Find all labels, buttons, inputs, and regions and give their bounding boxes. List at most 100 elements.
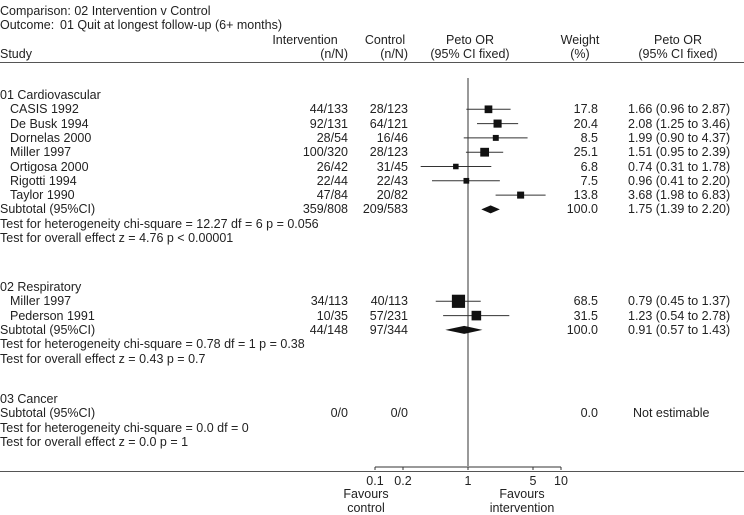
study-name: De Busk 1994	[10, 116, 89, 131]
header-or: Peto OR	[654, 33, 702, 47]
study-marker	[517, 191, 525, 199]
control-value: 57/231	[369, 308, 408, 323]
x-tick-label: 5	[529, 474, 537, 488]
study-marker	[463, 177, 470, 184]
weight-value: 13.8	[573, 188, 598, 203]
heterogeneity-test: Test for heterogeneity chi-square = 0.0 …	[0, 420, 249, 435]
or-value: 3.68 (1.98 to 6.83)	[628, 188, 731, 203]
subtotal-diamond	[481, 205, 500, 214]
subtotal-label: Subtotal (95%CI)	[0, 322, 96, 337]
overall-effect-test: Test for overall effect z = 0.0 p = 1	[0, 434, 189, 449]
control-value: 22/43	[376, 173, 408, 188]
or-value: 2.08 (1.25 to 3.46)	[628, 116, 731, 131]
control-value: 16/46	[376, 130, 408, 145]
intervention-value: 44/133	[309, 102, 348, 117]
intervention-value: 100/320	[302, 145, 348, 160]
weight-value: 17.8	[573, 102, 598, 117]
study-name: Miller 1997	[10, 145, 72, 160]
intervention-value: 28/54	[316, 130, 348, 145]
weight-value: 7.5	[580, 173, 598, 188]
overall-effect-test: Test for overall effect z = 0.43 p = 0.7	[0, 351, 206, 366]
header-or-sub: (95% CI fixed)	[638, 47, 718, 61]
or-value: 1.23 (0.54 to 2.78)	[628, 308, 731, 323]
intervention-value: 47/84	[316, 188, 348, 203]
control-value: 20/82	[376, 188, 408, 203]
header-intervention-sub: (n/N)	[320, 47, 348, 61]
favours-right-line1: Favours	[499, 487, 545, 501]
header-intervention: Intervention	[272, 33, 338, 47]
subtotal-intervention: 0/0	[330, 406, 348, 421]
outcome-title: 01 Quit at longest follow-up (6+ months)	[60, 18, 282, 32]
subtotal-diamond	[445, 325, 483, 334]
group-title: 03 Cancer	[0, 392, 58, 406]
study-name: Pederson 1991	[10, 308, 95, 323]
heterogeneity-test: Test for heterogeneity chi-square = 12.2…	[0, 216, 319, 231]
control-value: 28/123	[369, 102, 408, 117]
subtotal-or: 1.75 (1.39 to 2.20)	[628, 202, 731, 217]
intervention-value: 10/35	[316, 308, 348, 323]
study-marker	[453, 163, 459, 170]
subtotal-intervention: 44/148	[309, 322, 348, 337]
intervention-value: 22/44	[316, 173, 348, 188]
study-name: Taylor 1990	[10, 188, 75, 203]
intervention-value: 92/131	[309, 116, 348, 131]
favours-right-line2: intervention	[489, 501, 555, 515]
study-marker	[451, 294, 466, 308]
subtotal-weight: 0.0	[580, 406, 598, 421]
study-marker	[493, 119, 502, 128]
weight-value: 68.5	[573, 294, 598, 309]
intervention-value: 34/113	[310, 294, 348, 309]
group-title: 01 Cardiovascular	[0, 88, 101, 102]
or-value: 1.51 (0.95 to 2.39)	[628, 145, 731, 160]
weight-value: 25.1	[573, 145, 598, 160]
header-weight: Weight	[560, 33, 600, 47]
subtotal-weight: 100.0	[566, 322, 598, 337]
study-name: Ortigosa 2000	[10, 159, 89, 174]
outcome-label: Outcome:	[0, 18, 55, 32]
header-weight-sub: (%)	[570, 47, 590, 61]
favours-left-line2: control	[347, 501, 385, 515]
x-tick-label: 0.2	[394, 474, 412, 488]
subtotal-label: Subtotal (95%CI)	[0, 202, 96, 217]
study-marker	[492, 134, 499, 141]
x-tick-label: 0.1	[366, 474, 384, 488]
weight-value: 31.5	[573, 308, 598, 323]
weight-value: 20.4	[573, 116, 598, 131]
overall-effect-test: Test for overall effect z = 4.76 p < 0.0…	[0, 231, 234, 245]
header-study: Study	[0, 47, 32, 61]
x-tick-label: 10	[554, 474, 568, 488]
study-name: CASIS 1992	[10, 102, 79, 117]
weight-value: 8.5	[580, 130, 598, 145]
header-control: Control	[364, 33, 406, 47]
control-value: 31/45	[376, 159, 408, 174]
study-name: Dornelas 2000	[10, 130, 92, 145]
control-value: 64/121	[369, 116, 408, 131]
study-marker	[471, 310, 482, 321]
study-marker	[480, 147, 490, 157]
or-value: 0.96 (0.41 to 2.20)	[628, 173, 731, 188]
subtotal-or: Not estimable	[633, 406, 710, 421]
subtotal-weight: 100.0	[566, 202, 598, 217]
header-plot: Peto OR	[446, 33, 494, 47]
study-marker	[484, 105, 493, 114]
or-value: 1.99 (0.90 to 4.37)	[628, 130, 731, 145]
study-name: Rigotti 1994	[10, 173, 77, 188]
or-value: 1.66 (0.96 to 2.87)	[628, 102, 731, 117]
subtotal-or: 0.91 (0.57 to 1.43)	[628, 322, 731, 337]
heterogeneity-test: Test for heterogeneity chi-square = 0.78…	[0, 337, 305, 352]
group-title: 02 Respiratory	[0, 280, 82, 294]
or-value: 0.74 (0.31 to 1.78)	[628, 159, 731, 174]
subtotal-intervention: 359/808	[302, 202, 348, 217]
control-value: 40/113	[370, 294, 408, 309]
control-value: 28/123	[369, 145, 408, 160]
or-value: 0.79 (0.45 to 1.37)	[628, 294, 731, 309]
weight-value: 6.8	[580, 159, 598, 174]
header-plot-sub: (95% CI fixed)	[430, 47, 510, 61]
header-control-sub: (n/N)	[380, 47, 408, 61]
subtotal-control: 97/344	[369, 322, 408, 337]
favours-left-line1: Favours	[343, 487, 389, 501]
subtotal-control: 0/0	[390, 406, 408, 421]
subtotal-control: 209/583	[362, 202, 408, 217]
study-name: Miller 1997	[10, 294, 72, 309]
x-tick-label: 1	[464, 474, 472, 488]
